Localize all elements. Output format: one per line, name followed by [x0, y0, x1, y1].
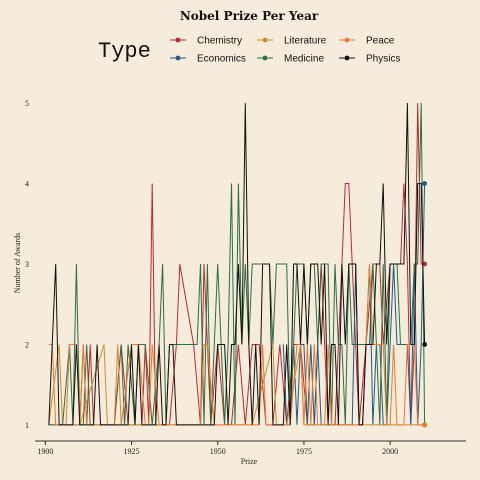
y-tick-label: 2 [25, 340, 29, 349]
legend-title: Type [98, 39, 151, 64]
legend-label: Literature [284, 36, 327, 47]
plot-area [48, 102, 428, 428]
x-tick-label: 2000 [382, 447, 398, 456]
series-line-physics [48, 102, 426, 426]
legend-item-economics: Economics [170, 54, 246, 65]
x-tick-label: 1925 [124, 447, 140, 456]
x-tick-label: 1900 [37, 447, 53, 456]
axes: Prize Number of Awards 1900 1925 1950 1975 2… [13, 99, 466, 466]
series-line-literature [48, 344, 425, 426]
chart-title: Nobel Prize Per Year [180, 9, 319, 23]
y-tick-label: 3 [25, 260, 29, 269]
y-tick-label: 5 [25, 99, 29, 108]
series-end-point-physics [422, 342, 428, 347]
legend: Type Chemistry Economics Literature Medicin… [98, 36, 400, 65]
x-tick-label: 1975 [296, 447, 312, 456]
x-tick-label: 1950 [210, 447, 226, 456]
legend-item-physics: Physics [339, 54, 400, 65]
legend-label: Medicine [284, 54, 324, 65]
legend-key-point [175, 55, 181, 61]
legend-key-point [344, 37, 350, 43]
legend-key-point [344, 55, 350, 61]
series-end-point-economics [422, 181, 428, 186]
legend-label: Physics [366, 54, 400, 65]
y-axis-label: Number of Awards [13, 233, 22, 294]
legend-label: Economics [197, 54, 246, 65]
x-axis-label: Prize [241, 457, 258, 466]
legend-item-medicine: Medicine [257, 54, 324, 65]
legend-key-point [262, 55, 268, 61]
legend-item-peace: Peace [339, 36, 395, 47]
legend-item-literature: Literature [257, 36, 327, 47]
legend-key-point [175, 37, 181, 43]
legend-label: Peace [366, 36, 395, 47]
y-tick-label: 1 [25, 421, 29, 430]
legend-item-chemistry: Chemistry [170, 36, 242, 47]
legend-label: Chemistry [197, 36, 242, 47]
y-tick-label: 4 [25, 180, 29, 189]
series-end-point-peace [422, 422, 428, 428]
legend-key-point [262, 37, 268, 43]
